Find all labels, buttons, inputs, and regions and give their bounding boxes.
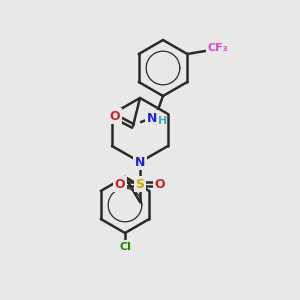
Text: O: O <box>155 178 165 190</box>
Text: N: N <box>135 155 145 169</box>
Text: S: S <box>136 178 145 190</box>
Text: H: H <box>158 116 168 126</box>
Text: CF₃: CF₃ <box>208 43 229 53</box>
Text: Cl: Cl <box>119 242 131 252</box>
Text: O: O <box>110 110 120 122</box>
Text: N: N <box>147 112 157 124</box>
Text: O: O <box>115 178 125 190</box>
